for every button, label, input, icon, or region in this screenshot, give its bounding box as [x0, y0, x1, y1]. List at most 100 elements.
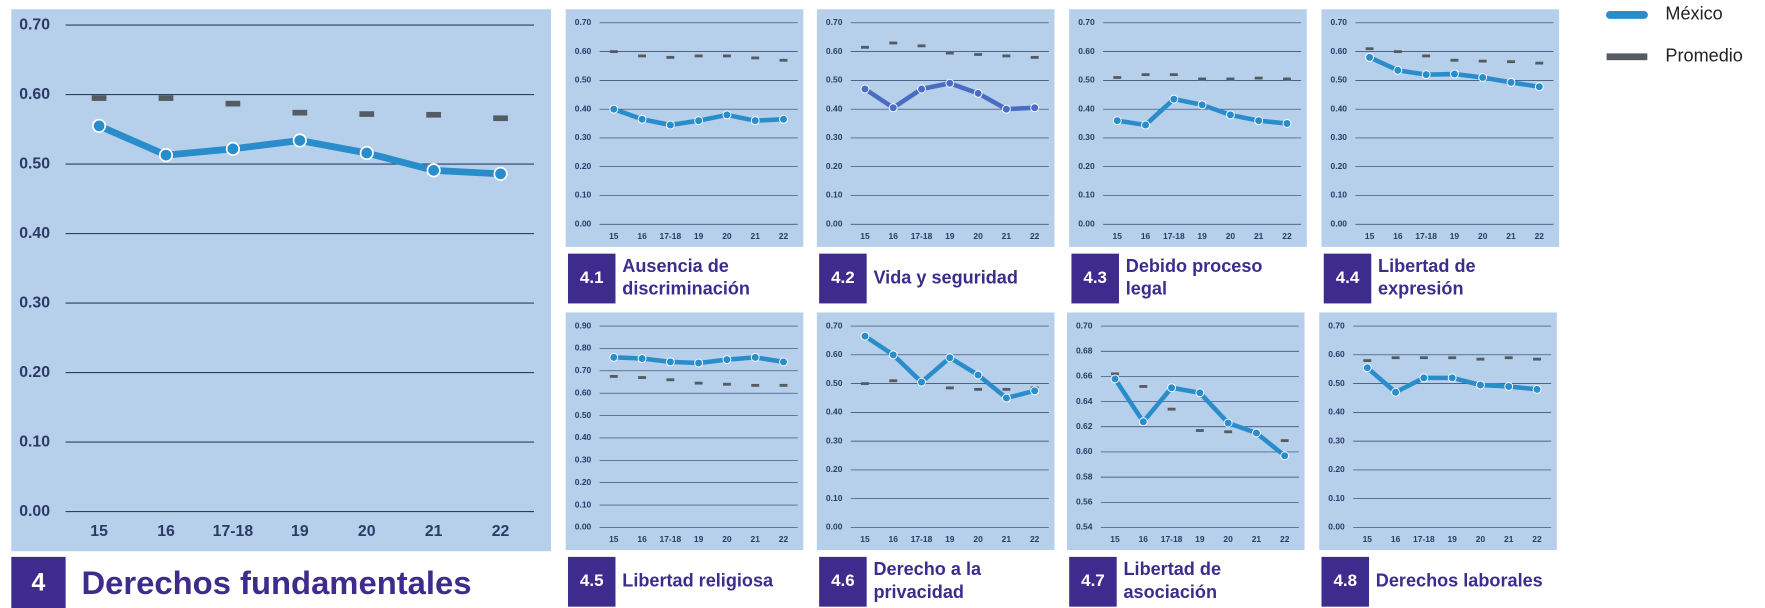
point — [750, 352, 760, 362]
point — [917, 84, 926, 94]
x-tick-label: 16 — [1139, 534, 1149, 544]
x-tick-label: 21 — [1506, 231, 1516, 241]
y-tick-label: 0.10 — [826, 190, 843, 200]
y-tick-label: 0.00 — [1331, 218, 1348, 228]
number-box — [1321, 556, 1370, 607]
x-tick-label: 19 — [945, 231, 955, 241]
panel — [1069, 9, 1307, 247]
x-tick-label: 16 — [157, 523, 175, 540]
average-dash — [861, 45, 869, 49]
legend-label: Promedio — [1665, 46, 1742, 66]
chart-number: 4.5 — [580, 571, 604, 590]
point — [1001, 393, 1011, 403]
y-tick-label: 0.10 — [575, 190, 592, 200]
y-tick-label: 0.66 — [1076, 371, 1093, 381]
average-dash — [1226, 77, 1235, 81]
point — [1365, 52, 1374, 62]
x-tick-label: 20 — [973, 534, 983, 544]
point — [493, 166, 508, 181]
x-tick-label: 22 — [1535, 231, 1545, 241]
x-tick-label: 16 — [889, 534, 899, 544]
point — [1252, 428, 1261, 438]
point — [722, 110, 732, 120]
y-tick-label: 0.20 — [19, 364, 50, 381]
y-tick-label: 0.70 — [826, 320, 843, 330]
y-tick-label: 0.60 — [1331, 46, 1348, 56]
y-tick-label: 0.50 — [575, 75, 592, 85]
point — [694, 358, 704, 368]
point — [225, 141, 240, 156]
point — [1167, 383, 1176, 393]
x-tick-label: 22 — [492, 523, 510, 540]
y-tick-label: 0.20 — [1328, 464, 1345, 474]
x-tick-label: 20 — [722, 231, 732, 241]
point — [1393, 65, 1403, 75]
point — [92, 118, 107, 133]
average-dash — [1365, 47, 1374, 51]
number-box — [11, 556, 66, 608]
chart-title: legal — [1126, 279, 1167, 299]
x-tick-label: 21 — [1252, 534, 1262, 544]
x-tick-label: 22 — [1030, 534, 1040, 544]
chart-title: Derechos fundamentales — [81, 564, 471, 601]
average-dash — [426, 111, 442, 118]
y-tick-label: 0.50 — [19, 155, 50, 172]
average-dash — [1224, 430, 1233, 434]
average-dash — [1002, 54, 1011, 58]
chart-number: 4.3 — [1083, 268, 1107, 287]
chart-number: 4.8 — [1333, 571, 1357, 590]
y-tick-label: 0.30 — [19, 294, 50, 311]
legend-swatch — [1606, 53, 1648, 61]
point — [1391, 387, 1401, 397]
average-dash — [751, 383, 760, 387]
point — [779, 357, 788, 367]
y-tick-label: 0.20 — [575, 477, 592, 487]
point — [694, 116, 704, 126]
y-tick-label: 0.00 — [575, 522, 592, 532]
y-tick-label: 0.70 — [826, 17, 843, 27]
y-tick-label: 0.50 — [826, 378, 843, 388]
y-tick-label: 0.80 — [575, 343, 592, 353]
y-tick-label: 0.10 — [575, 499, 592, 509]
y-tick-label: 0.10 — [1078, 190, 1095, 200]
chart-title: Ausencia de — [622, 256, 729, 276]
x-tick-label: 15 — [1113, 231, 1123, 241]
x-tick-label: 17-18 — [1163, 231, 1185, 241]
number-box — [1323, 253, 1372, 304]
number-box — [567, 253, 616, 304]
x-tick-label: 15 — [1110, 534, 1120, 544]
chart-number: 4.7 — [1081, 571, 1105, 590]
x-tick-label: 20 — [973, 231, 983, 241]
x-tick-label: 22 — [779, 534, 789, 544]
point — [973, 370, 983, 380]
point — [1225, 110, 1235, 120]
x-tick-label: 16 — [637, 231, 647, 241]
average-dash — [1533, 357, 1541, 361]
average-dash — [1139, 385, 1148, 388]
x-tick-label: 21 — [751, 534, 761, 544]
y-tick-label: 0.20 — [575, 161, 592, 171]
average-dash — [1419, 356, 1428, 360]
panel — [1321, 9, 1560, 247]
average-dash — [945, 386, 954, 390]
average-dash — [225, 100, 241, 107]
average-dash — [1198, 77, 1207, 81]
y-tick-label: 0.20 — [826, 161, 843, 171]
x-tick-label: 20 — [358, 523, 376, 540]
average-dash — [638, 54, 647, 58]
y-tick-label: 0.64 — [1076, 396, 1093, 406]
point — [1419, 373, 1429, 383]
x-tick-label: 22 — [1030, 231, 1040, 241]
x-tick-label: 16 — [889, 231, 899, 241]
y-tick-label: 0.30 — [1078, 132, 1095, 142]
y-tick-label: 0.30 — [575, 132, 592, 142]
average-dash — [917, 44, 926, 48]
x-tick-label: 21 — [751, 231, 761, 241]
average-dash — [1141, 73, 1150, 77]
y-tick-label: 0.40 — [575, 432, 592, 442]
y-tick-label: 0.40 — [1331, 103, 1348, 113]
x-tick-label: 20 — [1223, 534, 1233, 544]
chart-number: 4.6 — [831, 571, 855, 590]
point — [1504, 382, 1514, 391]
point — [750, 116, 760, 126]
